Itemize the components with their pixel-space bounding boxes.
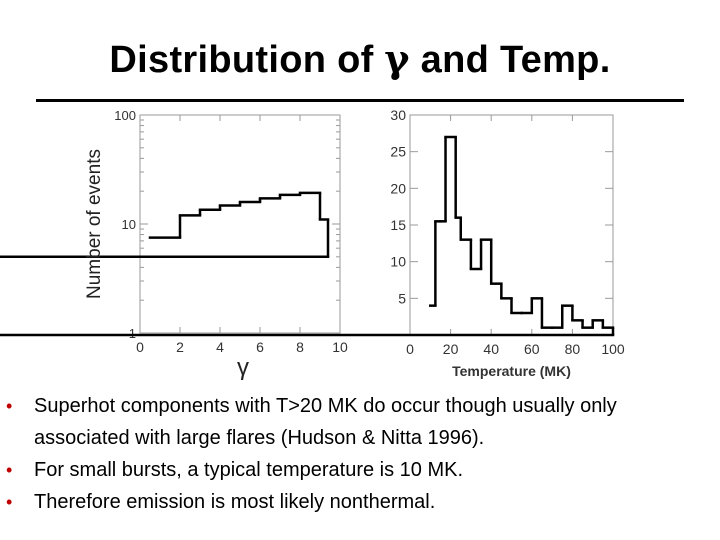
- title-prefix: Distribution of: [109, 39, 385, 81]
- bullet-marker: •: [6, 492, 13, 512]
- x-tick-label: 80: [565, 341, 581, 357]
- slide-title: Distribution of γ and Temp.: [0, 36, 720, 82]
- x-tick-label: 0: [136, 339, 144, 355]
- x-tick-label: 4: [216, 339, 224, 355]
- x-axis-label: γ: [237, 354, 249, 381]
- y-tick-label: 15: [390, 217, 406, 233]
- y-tick-label: 1: [129, 326, 136, 341]
- x-tick-label: 40: [483, 341, 499, 357]
- y-tick-label: 10: [122, 217, 136, 232]
- y-tick-label: 5: [398, 290, 406, 306]
- y-tick-label: 30: [390, 107, 406, 123]
- bullet-item: • Superhot components with T>20 MK do occ…: [6, 390, 706, 454]
- y-tick-label: 10: [390, 254, 406, 270]
- y-tick-label: 100: [114, 108, 136, 123]
- bullet-text: For small bursts, a typical temperature …: [34, 459, 464, 481]
- title-divider: [36, 99, 684, 102]
- bullet-marker: •: [6, 396, 13, 416]
- bullet-text: Superhot components with T>20 MK do occu…: [34, 395, 617, 449]
- charts-figure: 0 2 4 6 8 10 1 10 100 Number of events γ 0 20 40 60 80 1…: [0, 107, 625, 381]
- x-tick-label: 60: [524, 341, 540, 357]
- x-tick-label: 100: [601, 341, 625, 357]
- bullet-item: • Therefore emission is most likely nonth…: [6, 486, 706, 518]
- bullet-list: • Superhot components with T>20 MK do occ…: [6, 390, 706, 518]
- x-tick-label: 8: [296, 339, 304, 355]
- x-tick-label: 0: [406, 341, 414, 357]
- gamma-symbol: γ: [384, 36, 410, 81]
- y-tick-label: 20: [390, 180, 406, 196]
- x-tick-label: 6: [256, 339, 264, 355]
- y-axis-label: Number of events: [84, 149, 105, 299]
- bullet-text: Therefore emission is most likely nonthe…: [34, 491, 436, 513]
- y-tick-label: 25: [390, 144, 406, 160]
- x-axis-label: Temperature (MK): [452, 363, 571, 379]
- x-tick-label: 10: [332, 339, 348, 355]
- x-tick-label: 20: [443, 341, 459, 357]
- title-suffix: and Temp.: [409, 39, 611, 81]
- plot-frame: [139, 114, 341, 334]
- x-tick-label: 2: [176, 339, 184, 355]
- bullet-marker: •: [6, 460, 13, 480]
- bullet-item: • For small bursts, a typical temperature…: [6, 454, 706, 486]
